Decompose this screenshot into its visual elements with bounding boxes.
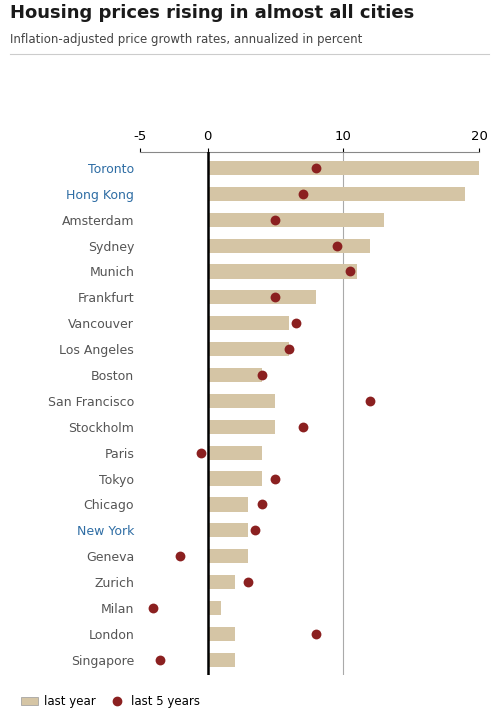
Point xyxy=(271,214,279,226)
Bar xyxy=(208,575,235,589)
Point xyxy=(366,395,374,407)
Point xyxy=(197,446,205,458)
Bar xyxy=(208,420,275,434)
Bar xyxy=(208,523,249,537)
Point xyxy=(271,292,279,303)
Bar xyxy=(208,213,384,227)
Point xyxy=(258,499,266,510)
Bar xyxy=(208,601,221,615)
Point xyxy=(245,576,252,588)
Text: Housing prices rising in almost all cities: Housing prices rising in almost all citi… xyxy=(10,4,414,22)
Bar xyxy=(208,653,235,666)
Point xyxy=(332,240,340,251)
Bar xyxy=(208,342,289,356)
Point xyxy=(346,266,354,277)
Point xyxy=(251,524,259,536)
Point xyxy=(258,370,266,381)
Bar xyxy=(208,187,466,201)
Legend: last year, last 5 years: last year, last 5 years xyxy=(16,690,205,713)
Bar xyxy=(208,316,289,330)
Bar xyxy=(208,239,370,253)
Bar xyxy=(208,446,262,460)
Bar xyxy=(208,368,262,382)
Point xyxy=(149,602,157,613)
Point xyxy=(298,421,306,433)
Text: Inflation-adjusted price growth rates, annualized in percent: Inflation-adjusted price growth rates, a… xyxy=(10,33,362,46)
Point xyxy=(156,654,164,666)
Point xyxy=(292,317,300,329)
Bar xyxy=(208,393,275,408)
Point xyxy=(271,473,279,484)
Bar xyxy=(208,627,235,641)
Bar xyxy=(208,549,249,563)
Bar xyxy=(208,471,262,486)
Bar xyxy=(208,161,479,175)
Bar xyxy=(208,497,249,512)
Point xyxy=(298,188,306,200)
Point xyxy=(312,162,320,174)
Bar xyxy=(208,290,316,304)
Point xyxy=(312,628,320,640)
Point xyxy=(177,550,185,562)
Point xyxy=(285,343,293,355)
Bar xyxy=(208,264,357,279)
